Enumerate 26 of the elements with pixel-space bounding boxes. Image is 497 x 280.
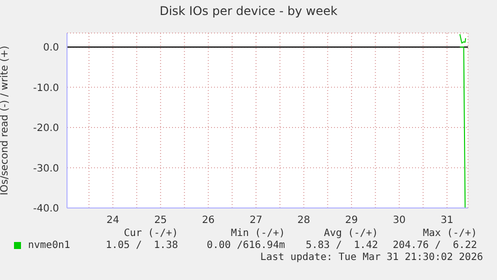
text: 5.83 / 1.42 — [306, 240, 378, 251]
x-tick-label: 30 — [392, 215, 406, 226]
x-tick-label: 24 — [106, 215, 120, 226]
x-tick-label: 29 — [345, 215, 358, 226]
text: Avg (-/+) — [324, 228, 378, 239]
text: 0.00 /616.94m — [206, 240, 285, 251]
text: 204.76 / 6.22 — [392, 240, 477, 251]
y-tick-label: -30.0 — [33, 163, 59, 174]
text: Min (-/+) — [230, 228, 285, 239]
line-series — [459, 34, 466, 44]
text: Max (-/+) — [422, 228, 477, 239]
x-tick-label: 26 — [202, 215, 215, 226]
text: 1.05 / 1.38 — [106, 240, 178, 251]
x-tick-label: 28 — [297, 215, 310, 226]
y-tick-label: -10.0 — [33, 82, 59, 94]
text: Cur (-/+) — [124, 228, 178, 239]
x-tick-label: 31 — [440, 215, 454, 226]
x-tick-label: 25 — [154, 215, 167, 226]
y-tick-label: 0.0 — [43, 42, 59, 54]
chart-title: Disk IOs per device - by week — [158, 4, 338, 18]
legend-label: nvme0n1 — [28, 240, 70, 251]
x-tick-label: 27 — [250, 215, 262, 226]
y-tick-label: -20.0 — [33, 123, 59, 134]
y-tick-label: -40.0 — [33, 204, 59, 215]
text: Last update: Tue Mar 31 21:30:02 2026 — [260, 252, 483, 263]
y-axis-title: IOs/second read (-) / write (+) — [0, 46, 11, 196]
